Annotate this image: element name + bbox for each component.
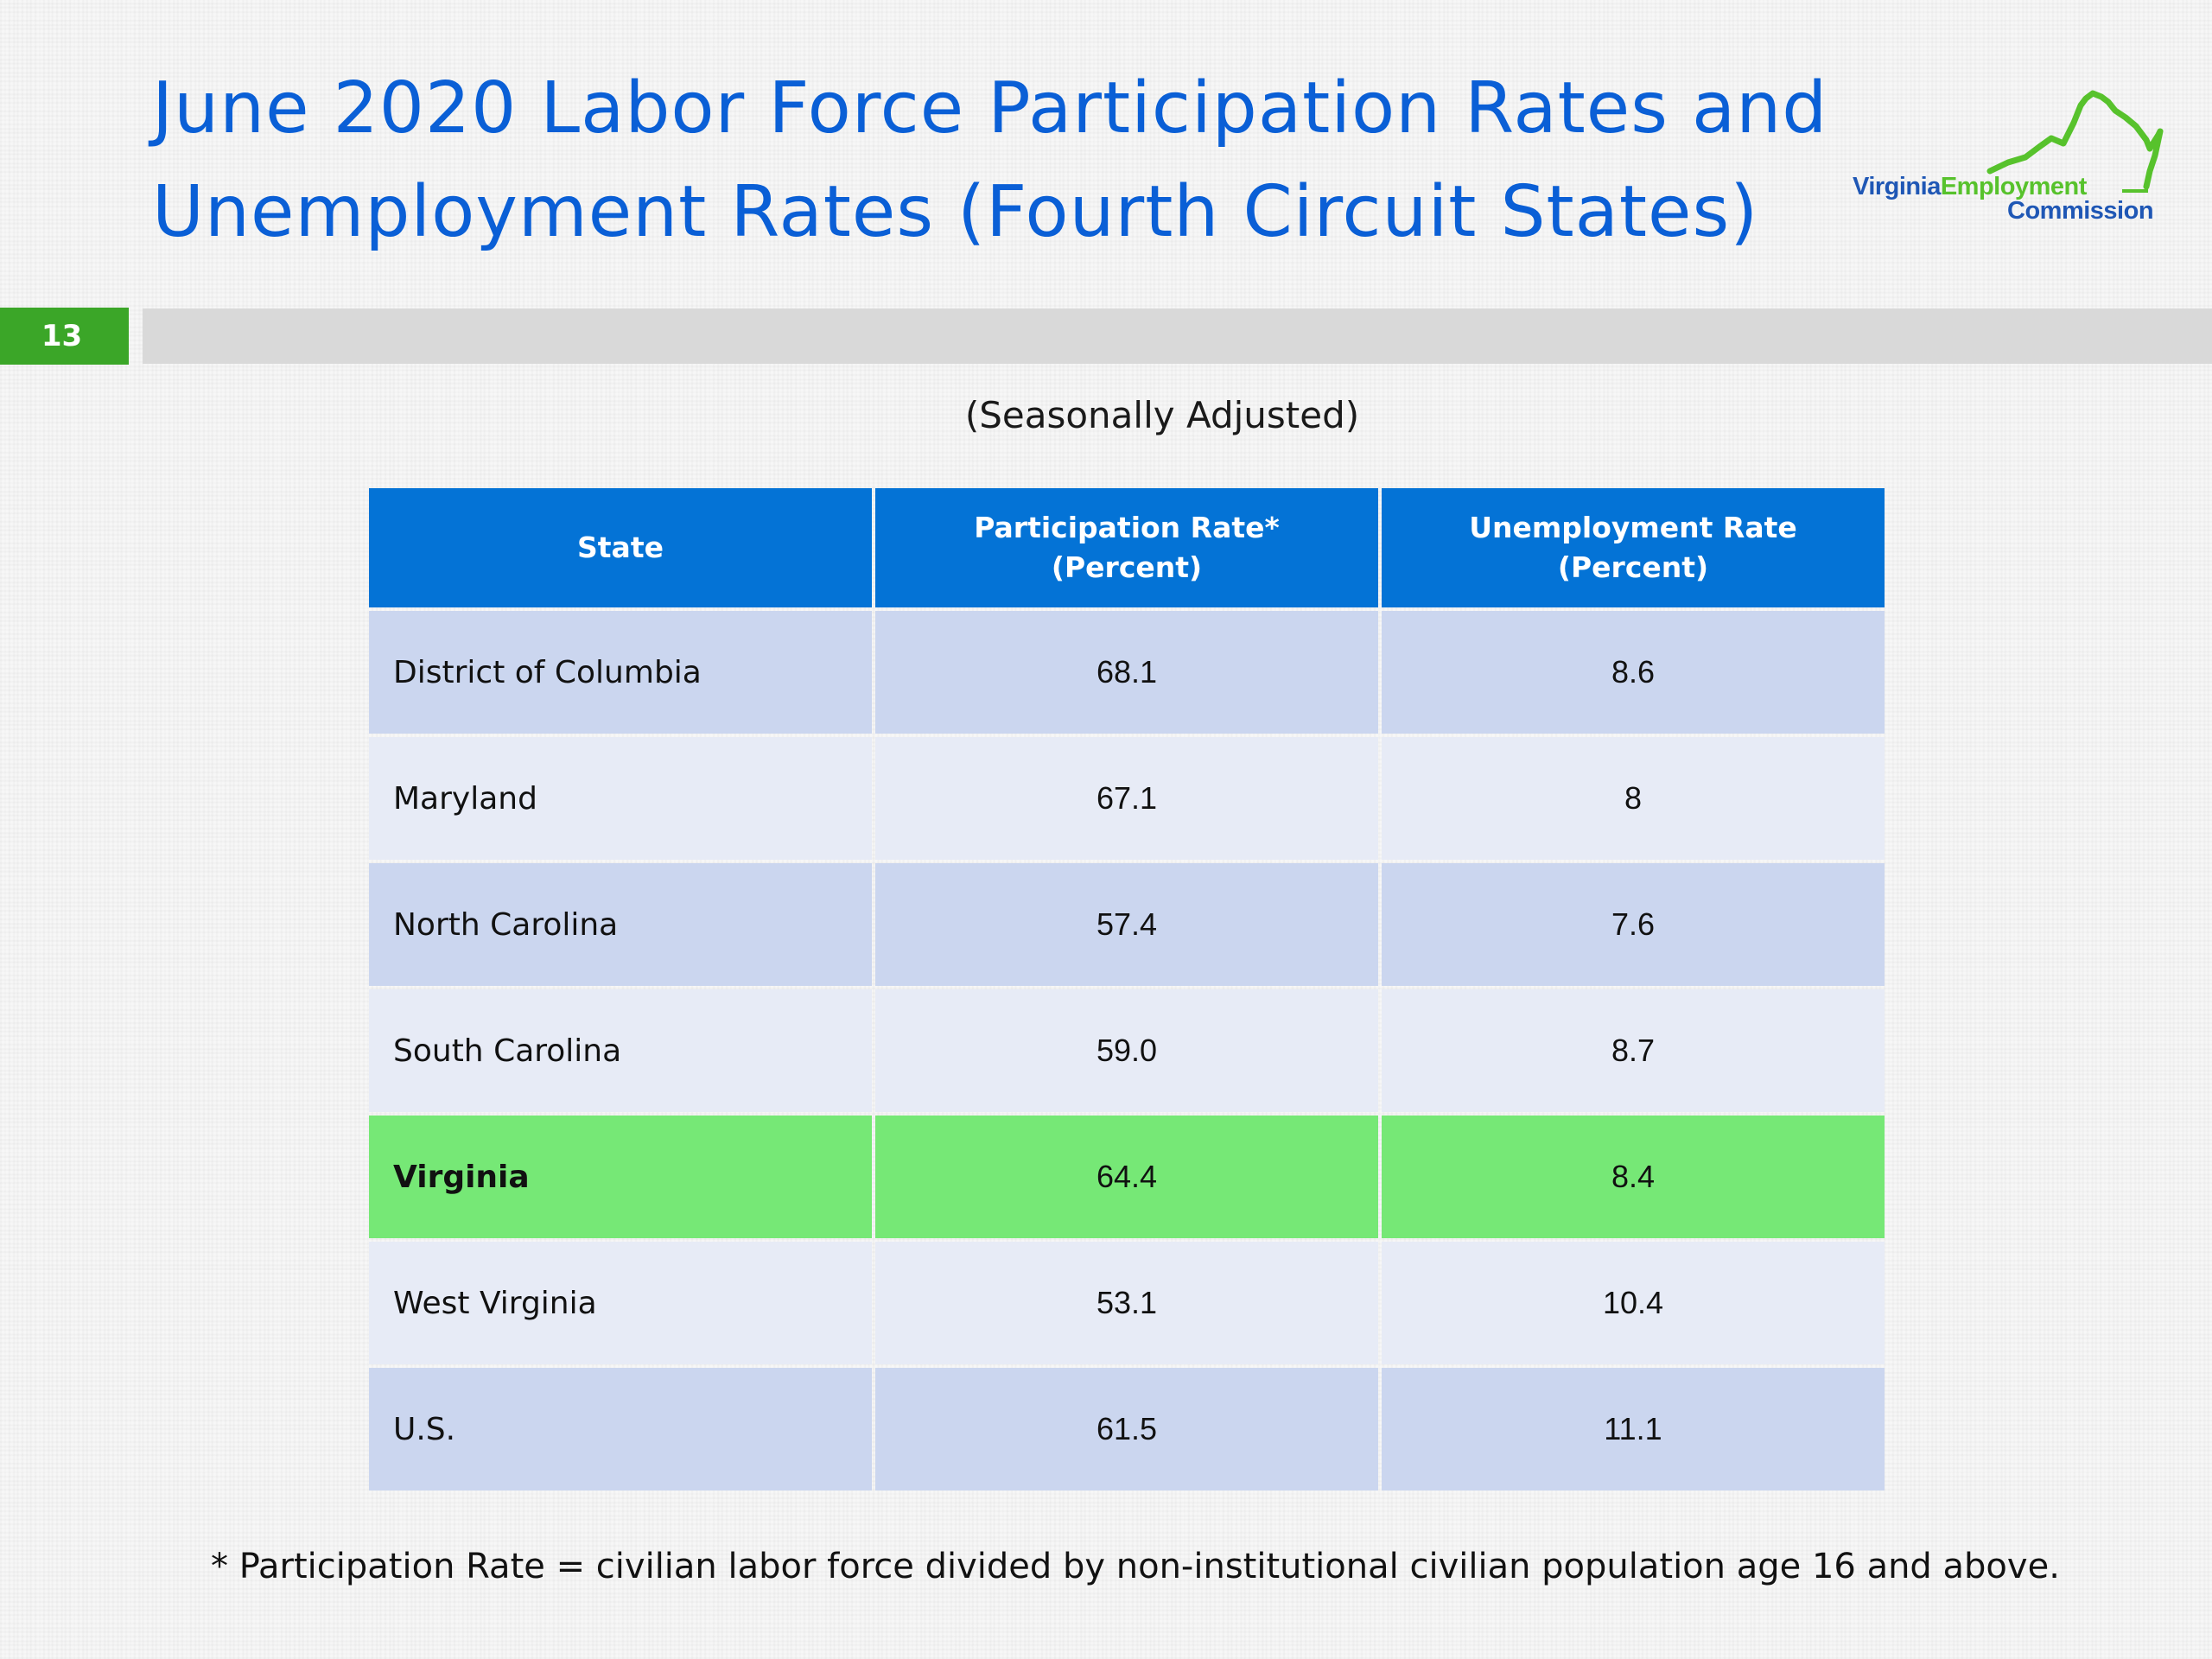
unemployment-rate-cell: 11.1 [1382,1368,1885,1491]
unemployment-rate-cell: 8 [1382,737,1885,860]
logo-wordmark: VirginiaEmployment [1853,173,2087,201]
logo-word-employment: Employment [1940,173,2088,200]
table-row: U.S. 61.5 11.1 [369,1368,1885,1491]
participation-rate-cell: 64.4 [875,1116,1378,1238]
slide-number: 13 [0,308,129,365]
logo-word-virginia: Virginia [1853,173,1941,200]
table-header-row: State Participation Rate* (Percent) Unem… [369,488,1885,607]
participation-rate-cell: 59.0 [875,989,1378,1112]
virginia-state-outline-icon [1986,90,2164,193]
slide-title-line-2: Unemployment Rates (Fourth Circuit State… [152,171,1759,253]
column-header-unemployment-line-1: Unemployment Rate [1469,511,1797,544]
rates-table: State Participation Rate* (Percent) Unem… [365,485,1888,1494]
participation-rate-cell: 68.1 [875,611,1378,734]
state-cell: West Virginia [369,1242,872,1364]
footnote: * Participation Rate = civilian labor fo… [211,1547,2060,1586]
unemployment-rate-cell: 8.7 [1382,989,1885,1112]
participation-rate-cell: 67.1 [875,737,1378,860]
state-cell: Maryland [369,737,872,860]
header-divider-bar [143,308,2212,364]
state-cell: North Carolina [369,863,872,986]
table-row: South Carolina 59.0 8.7 [369,989,1885,1112]
state-cell: South Carolina [369,989,872,1112]
unemployment-rate-cell: 8.6 [1382,611,1885,734]
column-header-state-label: State [577,531,664,564]
table-row: Maryland 67.1 8 [369,737,1885,860]
column-header-unemployment: Unemployment Rate (Percent) [1382,488,1885,607]
state-cell: Virginia [369,1116,872,1238]
state-cell: District of Columbia [369,611,872,734]
column-header-participation-line-2: (Percent) [1051,550,1203,584]
state-cell: U.S. [369,1368,872,1491]
slide-title: June 2020 Labor Force Participation Rate… [152,57,1846,264]
table-row: District of Columbia 68.1 8.6 [369,611,1885,734]
participation-rate-cell: 61.5 [875,1368,1378,1491]
virginia-employment-commission-logo: VirginiaEmployment Commission [1847,86,2167,233]
column-header-state: State [369,488,872,607]
participation-rate-cell: 53.1 [875,1242,1378,1364]
column-header-participation-line-1: Participation Rate* [974,511,1280,544]
table-row-highlighted: Virginia 64.4 8.4 [369,1116,1885,1238]
slide-title-line-1: June 2020 Labor Force Participation Rate… [152,67,1828,149]
logo-word-commission: Commission [2007,197,2154,225]
table-row: West Virginia 53.1 10.4 [369,1242,1885,1364]
participation-rate-cell: 57.4 [875,863,1378,986]
column-header-unemployment-line-2: (Percent) [1557,550,1709,584]
unemployment-rate-cell: 8.4 [1382,1116,1885,1238]
column-header-participation: Participation Rate* (Percent) [875,488,1378,607]
unemployment-rate-cell: 10.4 [1382,1242,1885,1364]
table-subtitle: (Seasonally Adjusted) [964,394,1360,436]
table-row: North Carolina 57.4 7.6 [369,863,1885,986]
unemployment-rate-cell: 7.6 [1382,863,1885,986]
